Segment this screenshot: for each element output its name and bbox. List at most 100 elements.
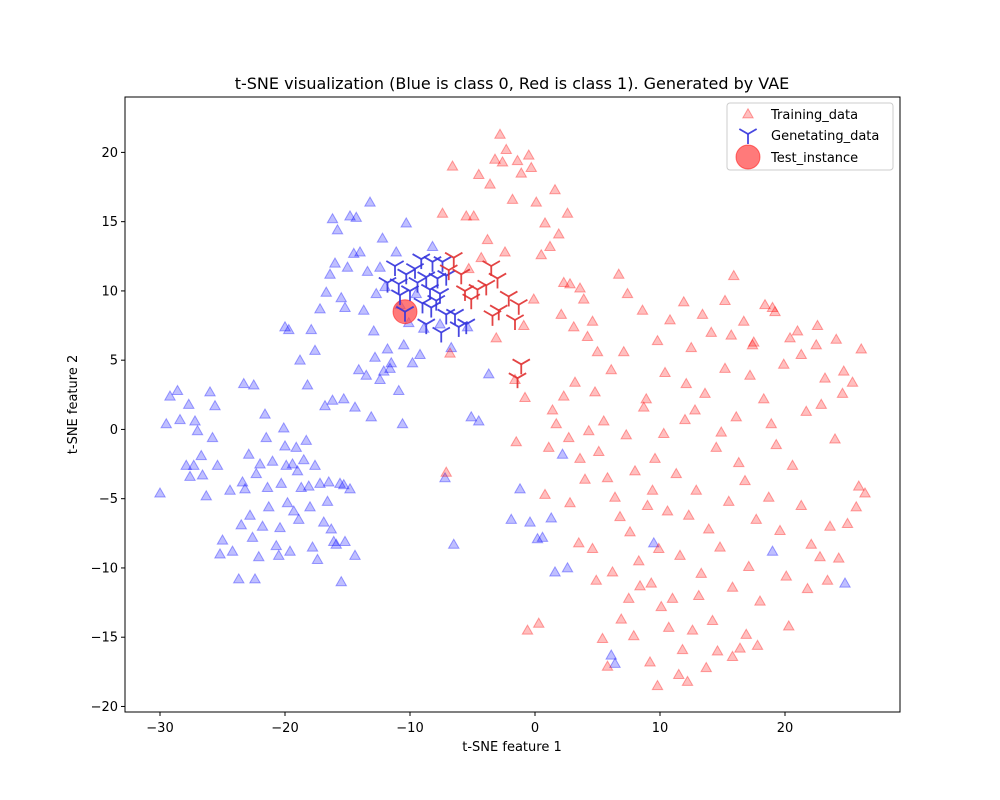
- legend-box: [726, 102, 894, 171]
- generated-point-class1: [509, 298, 528, 315]
- generated-point-class0: [449, 321, 468, 337]
- training-point-class1: [780, 570, 793, 581]
- training-point-class0: [321, 495, 334, 506]
- training-point-class1: [543, 240, 557, 251]
- legend-marker-test-instance: [735, 144, 761, 170]
- generated-point-class0: [412, 253, 431, 270]
- training-point-class1: [538, 488, 552, 499]
- training-point-class1: [680, 377, 693, 389]
- training-point-class0: [308, 344, 322, 355]
- training-point-class0: [266, 455, 279, 466]
- y-tick-label: 15: [101, 215, 118, 230]
- training-point-class0: [308, 459, 322, 470]
- training-point-class0: [328, 257, 342, 268]
- training-point-class0: [208, 399, 222, 411]
- generated-point-class1: [505, 314, 525, 331]
- training-point-class0: [413, 348, 427, 360]
- training-point-class1: [577, 293, 590, 304]
- training-point-class1: [732, 456, 745, 468]
- generated-point-class0: [390, 289, 410, 306]
- training-point-class1: [836, 387, 849, 398]
- training-point-class1: [661, 504, 674, 516]
- training-point-class1: [713, 540, 727, 552]
- training-point-class1: [586, 542, 599, 553]
- training-point-class1: [522, 148, 535, 160]
- training-point-class1: [550, 417, 563, 429]
- training-point-class0: [338, 535, 352, 547]
- training-point-class1: [681, 675, 694, 686]
- training-point-class1: [676, 643, 689, 655]
- training-point-class0: [275, 477, 288, 488]
- training-point-class0: [352, 363, 365, 375]
- training-point-class1: [597, 414, 610, 426]
- training-point-class1: [677, 295, 690, 307]
- training-point-class1: [557, 389, 570, 401]
- x-tick-label: −10: [396, 721, 423, 736]
- training-point-class1: [443, 347, 457, 358]
- training-point-class1: [711, 644, 724, 656]
- training-point-class1: [538, 216, 552, 228]
- y-axis-label: t-SNE feature 2: [66, 355, 81, 454]
- training-point-class0: [323, 268, 337, 279]
- training-point-class1: [590, 574, 603, 585]
- generated-point-class1: [508, 372, 527, 389]
- training-point-class1: [786, 459, 799, 470]
- training-point-class1: [832, 552, 845, 563]
- legend-circle-icon: [735, 144, 761, 170]
- training-point-class1: [436, 207, 449, 218]
- training-point-class0: [160, 417, 173, 429]
- training-point-class1: [791, 324, 804, 336]
- generated-point-class0: [457, 318, 476, 335]
- training-point-class0: [203, 385, 217, 397]
- training-point-class1: [542, 441, 555, 452]
- training-point-class1: [601, 471, 614, 483]
- generated-point-class0: [445, 308, 465, 325]
- legend-label-training-data: Training_data: [770, 108, 858, 123]
- training-point-class1: [850, 500, 863, 512]
- training-point-class1: [722, 495, 735, 506]
- training-point-class1: [637, 401, 650, 412]
- training-point-class1: [645, 576, 658, 588]
- training-point-class1: [751, 639, 764, 650]
- training-point-class1: [596, 632, 609, 643]
- training-point-class0: [253, 457, 267, 469]
- training-point-class1: [475, 251, 488, 263]
- training-point-class1: [613, 510, 627, 522]
- training-point-class0: [545, 511, 558, 523]
- training-point-class0: [327, 535, 340, 547]
- training-point-class0: [163, 389, 177, 401]
- training-point-class1: [615, 612, 628, 624]
- training-point-class1: [858, 486, 872, 498]
- training-point-class1: [765, 417, 778, 429]
- training-point-class0: [385, 356, 398, 368]
- training-point-class0: [556, 448, 569, 459]
- training-point-class0: [238, 482, 252, 494]
- training-point-class0: [482, 367, 495, 379]
- training-point-class0: [182, 398, 195, 409]
- x-axis: −30 −20 −10 0 10 20: [146, 712, 793, 736]
- training-point-class0: [282, 323, 295, 335]
- training-point-class0: [531, 532, 544, 544]
- x-tick-label: 20: [777, 721, 794, 736]
- training-point-class0: [523, 516, 537, 527]
- training-point-class1: [811, 319, 824, 330]
- training-point-class1: [511, 154, 524, 166]
- training-point-class0: [343, 482, 357, 494]
- generated-point-class0: [417, 318, 436, 335]
- training-point-class0: [465, 410, 478, 422]
- training-point-class0: [392, 384, 405, 396]
- training-point-class1: [606, 565, 619, 577]
- training-point-class0: [235, 518, 248, 530]
- training-point-class0: [281, 496, 294, 508]
- legend-tri-down-icon: [738, 128, 758, 144]
- training-point-class1: [506, 193, 519, 204]
- training-point-class1: [548, 183, 562, 195]
- training-point-class0: [322, 475, 335, 487]
- training-point-class0: [187, 459, 200, 470]
- training-point-class1: [696, 308, 709, 319]
- training-point-class0: [373, 373, 387, 384]
- generated-point-class1: [499, 290, 518, 307]
- generated-point-class1: [439, 264, 458, 281]
- generated-point-class0: [437, 269, 456, 286]
- x-tick-label: 10: [652, 721, 669, 736]
